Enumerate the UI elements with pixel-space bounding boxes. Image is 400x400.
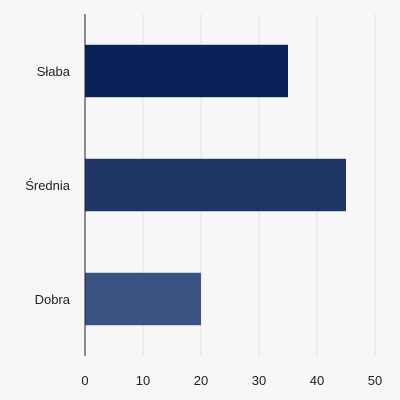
x-tick-label-4: 40: [310, 373, 324, 388]
category-label-0: Słaba: [37, 64, 71, 79]
bars: [85, 44, 346, 326]
x-tick-label-5: 50: [368, 373, 382, 388]
x-tick-label-2: 20: [194, 373, 208, 388]
bar-1: [85, 158, 346, 212]
x-axis-ticks: 0 10 20 30 40 50: [81, 373, 382, 388]
category-label-1: Średnia: [25, 178, 71, 193]
bar-2: [85, 272, 201, 326]
category-label-2: Dobra: [35, 292, 71, 307]
bar-0: [85, 44, 288, 98]
category-labels: Słaba Średnia Dobra: [25, 64, 71, 307]
x-tick-label-1: 10: [136, 373, 150, 388]
x-tick-label-3: 30: [252, 373, 266, 388]
x-tick-label-0: 0: [81, 373, 88, 388]
